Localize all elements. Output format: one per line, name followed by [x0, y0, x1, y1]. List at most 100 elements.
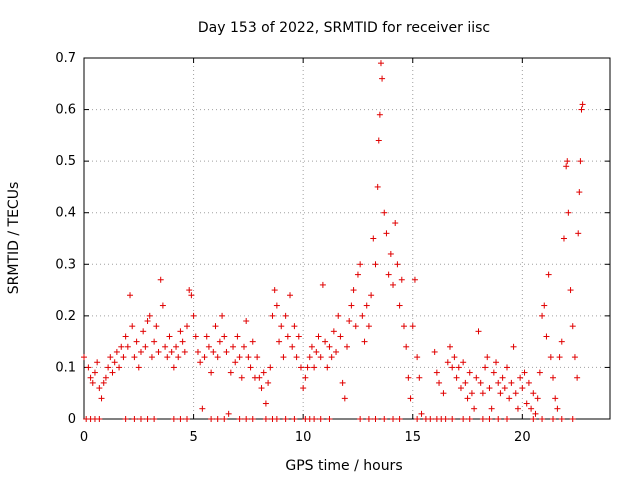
data-point: [447, 343, 454, 350]
data-point: [563, 163, 570, 170]
data-point: [124, 343, 131, 350]
data-point: [365, 416, 372, 422]
data-point: [567, 287, 574, 294]
data-point: [499, 374, 506, 381]
data-point: [385, 271, 392, 278]
data-point: [577, 158, 584, 165]
data-point: [390, 416, 397, 422]
data-point: [236, 416, 243, 422]
grid-lines: [84, 58, 610, 419]
data-point: [341, 395, 348, 402]
data-point: [569, 323, 576, 330]
data-point: [254, 354, 261, 361]
data-point: [337, 333, 344, 340]
x-tick-label: 5: [189, 430, 197, 445]
data-point: [287, 292, 294, 299]
data-point: [278, 323, 285, 330]
data-point: [216, 338, 223, 345]
data-point: [350, 287, 357, 294]
data-point: [365, 323, 372, 330]
data-point: [221, 416, 228, 422]
data-point: [297, 364, 304, 371]
data-point: [407, 395, 414, 402]
data-point: [190, 312, 197, 319]
data-points: [81, 60, 586, 422]
data-point: [449, 364, 456, 371]
data-point: [262, 400, 269, 407]
data-point: [234, 333, 241, 340]
data-point: [212, 323, 219, 330]
data-point: [521, 369, 528, 376]
data-point: [552, 395, 559, 402]
data-point: [541, 302, 548, 309]
x-tick-label: 15: [404, 430, 421, 445]
data-point: [201, 354, 208, 361]
data-point: [243, 318, 250, 325]
data-point: [293, 354, 300, 361]
data-point: [440, 390, 447, 397]
data-point: [418, 410, 425, 417]
y-tick-label: 0: [68, 412, 76, 427]
data-point: [514, 405, 521, 412]
data-point: [188, 292, 195, 299]
plot-frame: [83, 57, 611, 420]
data-point: [273, 302, 280, 309]
data-point: [96, 385, 103, 392]
data-point: [223, 348, 230, 355]
data-point: [565, 209, 572, 216]
data-point: [164, 354, 171, 361]
data-point: [383, 230, 390, 237]
data-point: [236, 354, 243, 361]
data-point: [330, 328, 337, 335]
data-point: [482, 364, 489, 371]
data-point: [282, 416, 289, 422]
data-point: [144, 318, 151, 325]
data-point: [575, 230, 582, 237]
data-point: [107, 354, 114, 361]
data-point: [550, 416, 557, 422]
data-point: [214, 416, 221, 422]
data-point: [558, 338, 565, 345]
data-point: [390, 281, 397, 288]
data-point: [339, 379, 346, 386]
data-point: [153, 323, 160, 330]
data-point: [166, 333, 173, 340]
data-point: [267, 364, 274, 371]
data-point: [528, 405, 535, 412]
data-point: [109, 369, 116, 376]
data-point: [184, 416, 191, 422]
data-point: [177, 416, 184, 422]
data-point: [503, 364, 510, 371]
data-point: [243, 416, 250, 422]
data-point: [135, 364, 142, 371]
data-point: [571, 354, 578, 361]
chart-title: Day 153 of 2022, SRMTID for receiver iis…: [198, 20, 490, 36]
data-point: [392, 220, 399, 227]
data-point: [368, 292, 375, 299]
data-point: [506, 395, 513, 402]
data-point: [306, 354, 313, 361]
data-point: [227, 369, 234, 376]
data-point: [284, 333, 291, 340]
data-point: [326, 416, 333, 422]
data-point: [427, 416, 434, 422]
data-point: [249, 416, 256, 422]
y-tick-label: 0.5: [55, 154, 76, 169]
data-point: [387, 250, 394, 257]
x-axis-title: GPS time / hours: [285, 458, 402, 474]
data-point: [151, 338, 158, 345]
data-point: [455, 364, 462, 371]
data-point: [377, 60, 384, 67]
data-point: [359, 312, 366, 319]
data-point: [324, 364, 331, 371]
data-point: [444, 359, 451, 366]
data-point: [131, 354, 138, 361]
data-point: [348, 302, 355, 309]
data-point: [523, 400, 530, 407]
data-point: [308, 343, 315, 350]
data-point: [168, 348, 175, 355]
data-point: [100, 379, 107, 386]
y-tick-label: 0.7: [55, 51, 76, 66]
data-point: [405, 374, 412, 381]
data-point: [179, 338, 186, 345]
